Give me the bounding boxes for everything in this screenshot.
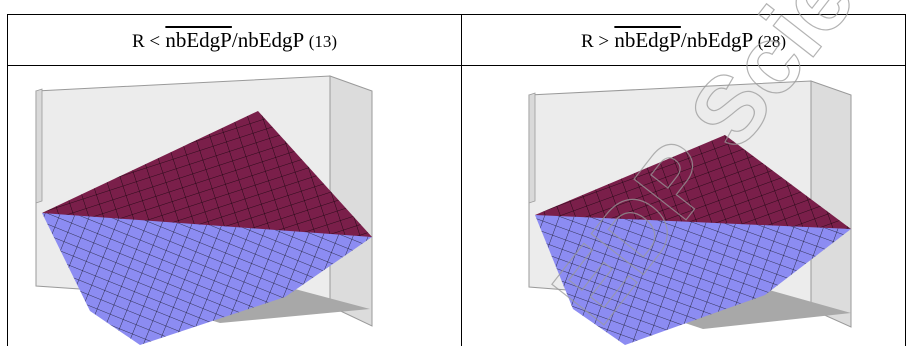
header-right-caption: R > nbEdgP/nbEdgP (28) — [581, 28, 786, 53]
header-right-prefix: R > — [580, 30, 610, 52]
header-right-suffix: /nbEdgP — [680, 27, 753, 52]
lower-surface-left — [42, 213, 372, 345]
header-left-caption: R < nbEdgP/nbEdgP (13) — [132, 28, 337, 53]
header-divider — [8, 65, 905, 66]
lower-surface-right — [535, 215, 851, 345]
surface-plot-right — [528, 80, 852, 345]
header-right-over: nbEdgP — [614, 27, 681, 52]
header-cell-left: R < nbEdgP/nbEdgP (13) — [8, 15, 461, 65]
header-left-suffix: /nbEdgP — [231, 27, 304, 52]
header-left-count: (13) — [308, 31, 338, 51]
header-right-count: (28) — [757, 31, 787, 51]
comparison-table: R < nbEdgP/nbEdgP (13) R > nbEdgP/nbEdgP… — [7, 14, 906, 346]
header-left-over: nbEdgP — [165, 27, 232, 52]
surface-plot-left — [35, 75, 373, 345]
column-divider — [461, 15, 462, 346]
header-left-prefix: R < — [131, 30, 161, 52]
header-cell-right: R > nbEdgP/nbEdgP (28) — [462, 15, 905, 65]
